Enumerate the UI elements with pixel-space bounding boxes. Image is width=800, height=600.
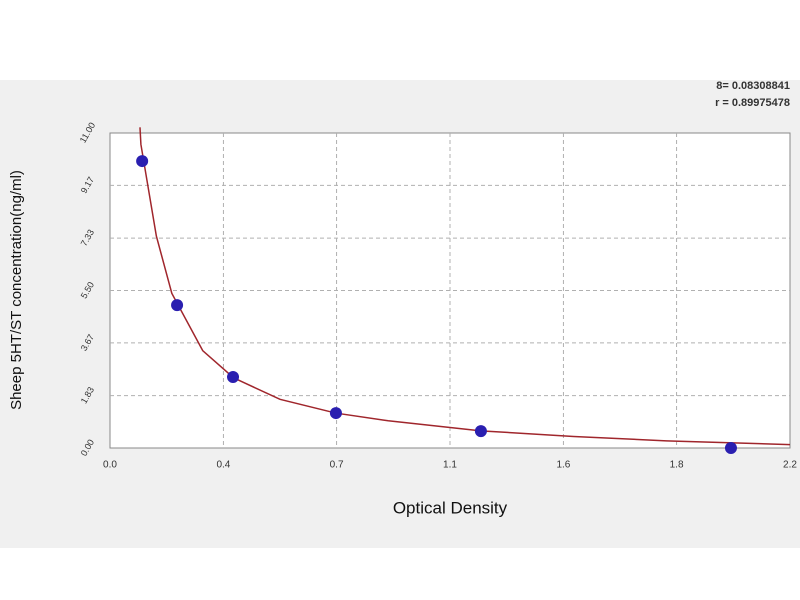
data-point [227,370,240,383]
data-point [474,425,487,438]
x-tick-label: 2.2 [783,460,797,471]
data-point [171,299,184,312]
data-point [136,155,149,168]
x-tick-label: 0.0 [103,460,117,471]
x-tick-label: 1.6 [556,460,570,471]
annotation: r = 0.89975478 [715,97,790,109]
x-tick-label: 0.7 [330,460,344,471]
data-point [724,442,737,454]
x-axis-label: Optical Density [393,498,508,517]
data-point [329,407,342,420]
x-tick-label: 0.4 [216,460,230,471]
x-tick-label: 1.1 [443,460,457,471]
annotation: 8= 0.08308841 [716,80,790,92]
fit-curve [139,127,790,446]
x-tick-label: 1.8 [670,460,684,471]
y-axis-label: Sheep 5HT/ST concentration(ng/ml) [8,170,25,410]
